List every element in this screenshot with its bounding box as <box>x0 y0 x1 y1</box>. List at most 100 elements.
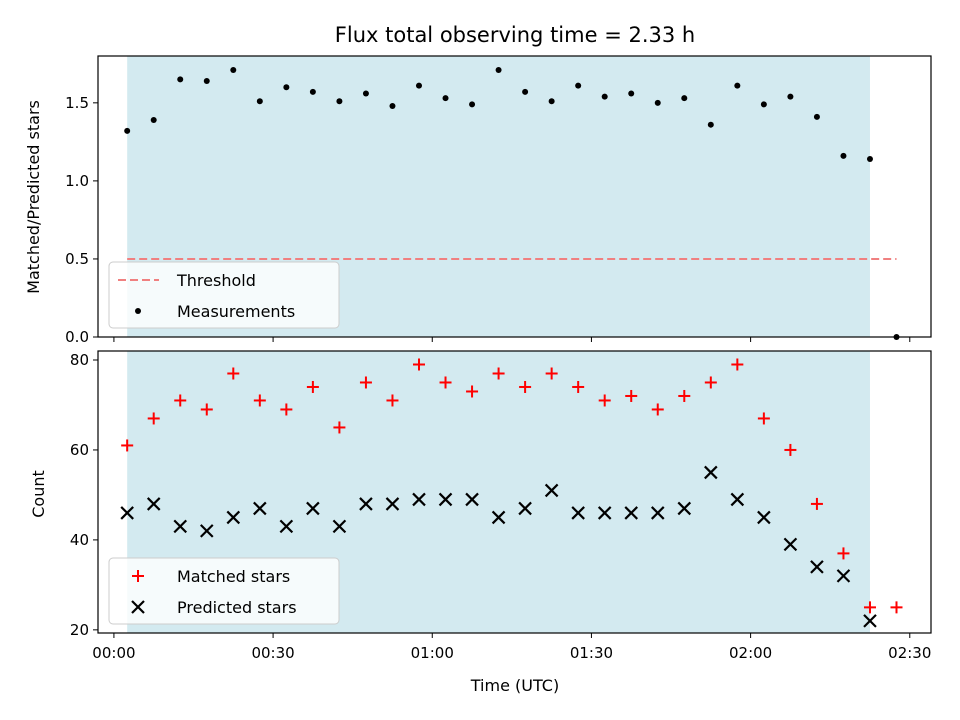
predicted-star-point <box>704 465 718 480</box>
matched-star-point <box>731 358 744 371</box>
matched-star-point <box>519 380 532 393</box>
legend-matched-swatch <box>132 570 144 582</box>
predicted-star-point <box>571 506 585 520</box>
predicted-star-point <box>863 614 877 628</box>
matched-star-point <box>625 389 638 402</box>
measurement-point <box>362 90 369 97</box>
x-tick-label: 01:00 <box>411 644 454 662</box>
y-tick-label: 40 <box>70 531 89 549</box>
matched-star-point <box>810 497 823 510</box>
predicted-star-point <box>730 492 745 507</box>
matched-star-point <box>598 394 611 407</box>
measurement-point <box>495 67 502 74</box>
predicted-star-point <box>120 506 134 520</box>
matched-star-point <box>147 412 160 425</box>
bottom-y-axis-label: Count <box>29 470 48 518</box>
matched-star-point <box>863 601 876 614</box>
axes-frame <box>97 55 932 338</box>
measurement-point <box>469 101 476 108</box>
matched-star-point <box>333 421 346 434</box>
legend-label: Predicted stars <box>177 598 297 617</box>
measurement-point <box>840 152 847 159</box>
measurement-point <box>256 98 263 105</box>
measurement-point <box>203 77 210 84</box>
y-tick-label: 20 <box>70 621 89 639</box>
predicted-star-point <box>199 524 214 538</box>
predicted-star-point <box>650 506 665 520</box>
matched-star-point <box>200 403 213 416</box>
y-tick-label: 1.0 <box>65 172 89 190</box>
predicted-star-point <box>385 497 400 511</box>
y-tick-label: 1.5 <box>65 94 89 112</box>
measurement-point <box>522 88 529 95</box>
predicted-star-point <box>544 483 559 498</box>
measurement-point <box>813 113 820 120</box>
measurement-point <box>124 127 131 134</box>
measurement-point <box>283 84 290 91</box>
y-tick-label: 0.5 <box>65 250 89 268</box>
legend-label: Matched stars <box>177 567 290 586</box>
matched-star-point <box>704 376 717 389</box>
predicted-star-point <box>810 560 824 574</box>
measurement-point <box>787 93 794 100</box>
predicted-star-point <box>783 537 798 552</box>
matched-star-point <box>253 394 266 407</box>
predicted-star-point <box>359 497 373 511</box>
x-axis-label: Time (UTC) <box>470 676 559 695</box>
x-tick-label: 02:00 <box>729 644 772 662</box>
legend-predicted-swatch <box>131 600 145 614</box>
axes-frame <box>97 350 932 634</box>
matched-star-point <box>545 367 558 380</box>
measurement-point <box>442 95 449 102</box>
predicted-star-point <box>279 519 294 534</box>
measurement-point <box>150 117 157 124</box>
legend-label: Measurements <box>177 302 295 321</box>
legend-measurement-swatch <box>135 308 141 314</box>
measurement-point <box>389 102 396 109</box>
chart-title: Flux total observing time = 2.33 h <box>335 23 695 47</box>
matched-star-point <box>227 367 240 380</box>
matched-star-point <box>280 403 293 416</box>
predicted-star-point <box>491 510 506 525</box>
measurement-point <box>760 101 767 108</box>
matched-star-point <box>572 380 585 393</box>
predicted-star-point <box>836 569 851 583</box>
predicted-star-point <box>677 501 692 516</box>
measurement-point <box>707 121 714 128</box>
measurement-point <box>734 82 741 89</box>
matched-star-point <box>121 439 134 452</box>
matched-star-point <box>757 412 770 425</box>
bottom-panel: 20 40 60 80 00:00 00:30 01:00 01:30 02:00 02:30 Ma… <box>70 350 932 662</box>
measurement-point <box>681 95 688 102</box>
matched-star-point <box>466 385 479 398</box>
matched-star-point <box>359 376 372 389</box>
predicted-star-point <box>226 510 241 525</box>
x-tick-label: 02:30 <box>888 644 931 662</box>
y-tick-label: 0.0 <box>65 328 89 346</box>
matched-star-point <box>386 394 399 407</box>
predicted-star-point <box>306 501 320 516</box>
measurement-point <box>654 99 661 106</box>
predicted-star-point <box>438 492 453 507</box>
legend: Threshold Measurements <box>108 261 340 329</box>
matched-star-point <box>651 403 664 416</box>
predicted-star-point <box>146 497 161 511</box>
matched-star-point <box>492 367 505 380</box>
legend-label: Threshold <box>176 271 256 290</box>
predicted-star-point <box>624 506 639 520</box>
y-tick-label: 80 <box>70 351 89 369</box>
predicted-star-point <box>173 519 188 534</box>
measurement-point <box>415 82 422 89</box>
predicted-star-point <box>597 506 612 520</box>
matched-star-point <box>412 358 425 371</box>
y-tick-label: 60 <box>70 441 89 459</box>
x-tick-label: 00:00 <box>92 644 135 662</box>
predicted-star-point <box>253 501 267 516</box>
matched-star-point <box>890 601 903 614</box>
matched-star-point <box>174 394 187 407</box>
measurement-point <box>866 156 873 163</box>
matched-star-point <box>837 547 850 560</box>
predicted-star-point <box>412 492 426 507</box>
matched-star-point <box>439 376 452 389</box>
